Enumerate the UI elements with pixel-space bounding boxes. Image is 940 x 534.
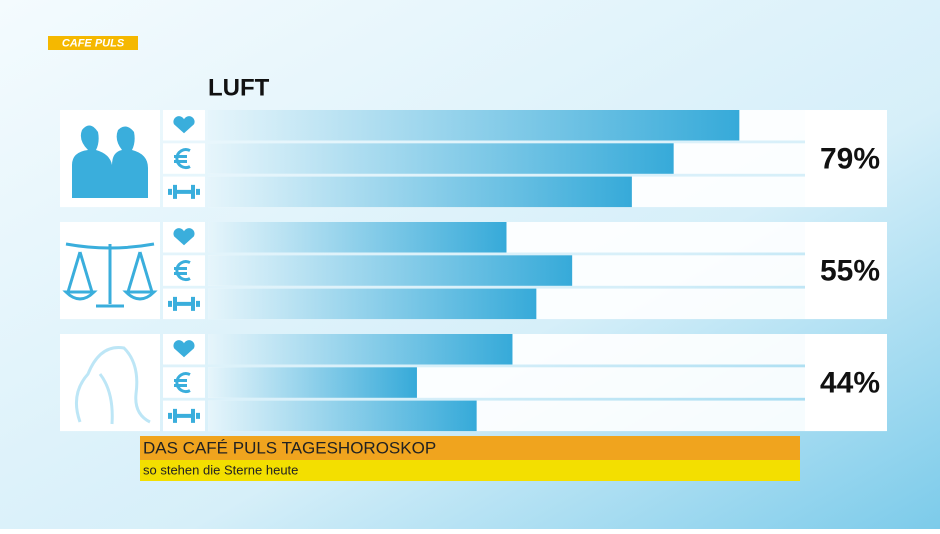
heart-icon	[173, 116, 195, 134]
total-box	[805, 110, 887, 208]
heart-icon	[173, 340, 195, 358]
groups: 79% 55% 44%	[60, 110, 887, 432]
total-label: 44%	[820, 366, 880, 399]
euro-icon	[174, 372, 191, 394]
total-box	[805, 334, 887, 432]
twins-icon	[72, 125, 148, 198]
bar	[208, 334, 513, 365]
total-label: 55%	[820, 254, 880, 287]
dumbbell-icon	[168, 184, 200, 199]
banner-title: DAS CAFÉ PULS TAGESHOROSKOP	[143, 438, 436, 457]
total-box	[805, 222, 887, 320]
icon-cell	[163, 143, 205, 174]
bar	[208, 288, 537, 320]
icon-cell	[163, 367, 205, 398]
banner-subtitle-box	[140, 460, 800, 481]
euro-icon	[174, 260, 191, 282]
heart-icon	[173, 228, 195, 246]
icon-cell	[163, 255, 205, 286]
euro-icon	[174, 148, 191, 170]
banner-title-box	[140, 436, 800, 460]
logo-box	[48, 36, 138, 50]
bar	[208, 110, 740, 141]
bar	[208, 400, 477, 432]
banner-subtitle: so stehen die Sterne heute	[143, 462, 298, 477]
bar	[208, 143, 674, 174]
dumbbell-icon	[168, 408, 200, 423]
bar	[208, 222, 507, 253]
bar	[208, 367, 417, 398]
bar	[208, 255, 573, 286]
dumbbell-icon	[168, 296, 200, 311]
chart-title: LUFT	[208, 74, 270, 101]
total-label: 79%	[820, 142, 880, 175]
bar	[208, 176, 632, 208]
scales-icon	[62, 242, 158, 308]
aquarius-icon	[74, 346, 151, 425]
logo: CAFE PULS	[62, 37, 125, 49]
